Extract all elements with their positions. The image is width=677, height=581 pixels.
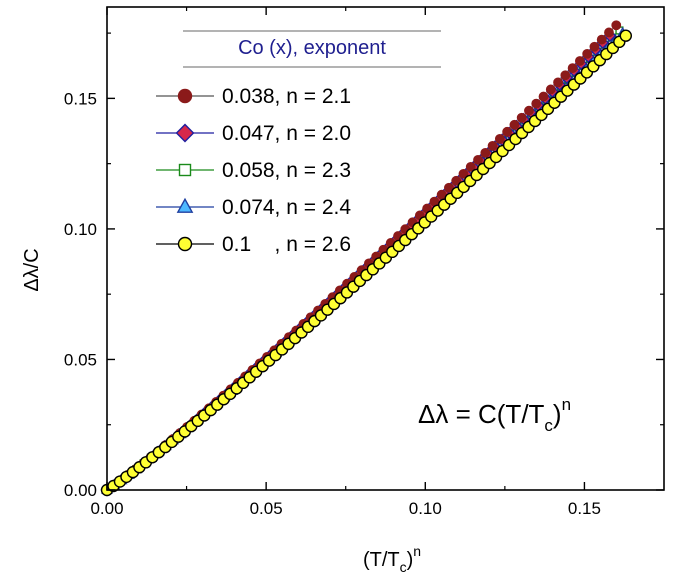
legend-title: Co (x), exponent bbox=[238, 37, 386, 59]
x-tick-label: 0.10 bbox=[409, 499, 442, 518]
data-point bbox=[480, 147, 491, 158]
x-axis-title-sup: n bbox=[413, 543, 421, 559]
data-point bbox=[604, 27, 614, 38]
equation-rhs: ) bbox=[553, 399, 562, 429]
legend-label: 0.047, n = 2.0 bbox=[222, 122, 351, 145]
series-5 bbox=[100, 29, 633, 497]
legend-items: 0.038, n = 2.1 0.047, n = 2.0 0.058, n = 2… bbox=[156, 85, 351, 256]
data-point bbox=[502, 126, 513, 137]
data-point bbox=[619, 29, 633, 42]
x-tick-label: 0.00 bbox=[90, 499, 123, 518]
data-point bbox=[574, 56, 585, 66]
data-point bbox=[465, 161, 476, 172]
y-tick-label: 0.05 bbox=[64, 350, 97, 369]
legend-label: 0.038, n = 2.1 bbox=[222, 85, 351, 108]
legend-entry: 0.038, n = 2.1 bbox=[156, 85, 351, 108]
plot-frame bbox=[106, 6, 665, 491]
data-point bbox=[582, 48, 593, 59]
x-axis-title-main: (T/T bbox=[363, 549, 400, 571]
axes: 0.00 0.05 0.10 0.15 0.00 0.05 0.10 0.15 bbox=[64, 7, 664, 518]
legend-entry: 0.047, n = 2.0 bbox=[156, 122, 351, 145]
legend-marker bbox=[177, 88, 193, 104]
legend-marker bbox=[177, 236, 193, 252]
y-tick-label: 0.10 bbox=[64, 220, 97, 239]
data-point bbox=[531, 98, 542, 109]
data-point bbox=[458, 168, 469, 179]
y-axis-title: Δλ/C bbox=[21, 248, 43, 291]
legend-marker bbox=[175, 123, 195, 143]
equation-sub: c bbox=[544, 416, 553, 435]
x-axis-title: (T/Tc)n bbox=[363, 543, 421, 575]
equation-annotation: Δλ = C(T/Tc)n bbox=[418, 395, 571, 435]
legend-marker bbox=[178, 163, 192, 177]
data-point bbox=[560, 70, 571, 81]
data-point bbox=[473, 154, 483, 165]
data-point bbox=[509, 119, 520, 130]
data-point bbox=[516, 112, 527, 123]
plot-marks bbox=[100, 20, 633, 497]
equation-lhs: Δλ = C(T/T bbox=[418, 399, 545, 429]
data-point bbox=[451, 175, 462, 186]
legend-label: 0.074, n = 2.4 bbox=[222, 196, 351, 219]
data-point bbox=[444, 182, 454, 193]
data-point bbox=[436, 189, 447, 200]
legend-marker bbox=[176, 197, 194, 213]
data-point bbox=[567, 63, 578, 74]
data-point bbox=[487, 140, 498, 151]
data-point bbox=[553, 77, 563, 88]
data-point bbox=[611, 20, 622, 31]
legend-entry: 0.074, n = 2.4 bbox=[156, 196, 351, 219]
data-point bbox=[596, 34, 607, 45]
data-point bbox=[524, 105, 534, 116]
legend-entry: 0.058, n = 2.3 bbox=[156, 159, 351, 182]
x-tick-label: 0.05 bbox=[250, 499, 283, 518]
legend-label: 0.1 , n = 2.6 bbox=[222, 233, 351, 256]
data-point bbox=[545, 84, 556, 95]
x-axis-title-sub: c bbox=[400, 559, 407, 575]
legend: Co (x), exponent 0.038, n = 2.1 0.047, n … bbox=[156, 30, 441, 256]
data-point bbox=[589, 41, 600, 52]
legend-label: 0.058, n = 2.3 bbox=[222, 159, 351, 182]
data-point bbox=[538, 91, 549, 102]
y-tick-label: 0.00 bbox=[64, 481, 97, 500]
x-tick-label: 0.15 bbox=[568, 499, 601, 518]
data-point bbox=[494, 133, 505, 144]
y-tick-label: 0.15 bbox=[64, 89, 97, 108]
equation-sup: n bbox=[562, 395, 571, 414]
legend-entry: 0.1 , n = 2.6 bbox=[156, 233, 351, 256]
x-axis-title-close: ) bbox=[407, 549, 414, 571]
